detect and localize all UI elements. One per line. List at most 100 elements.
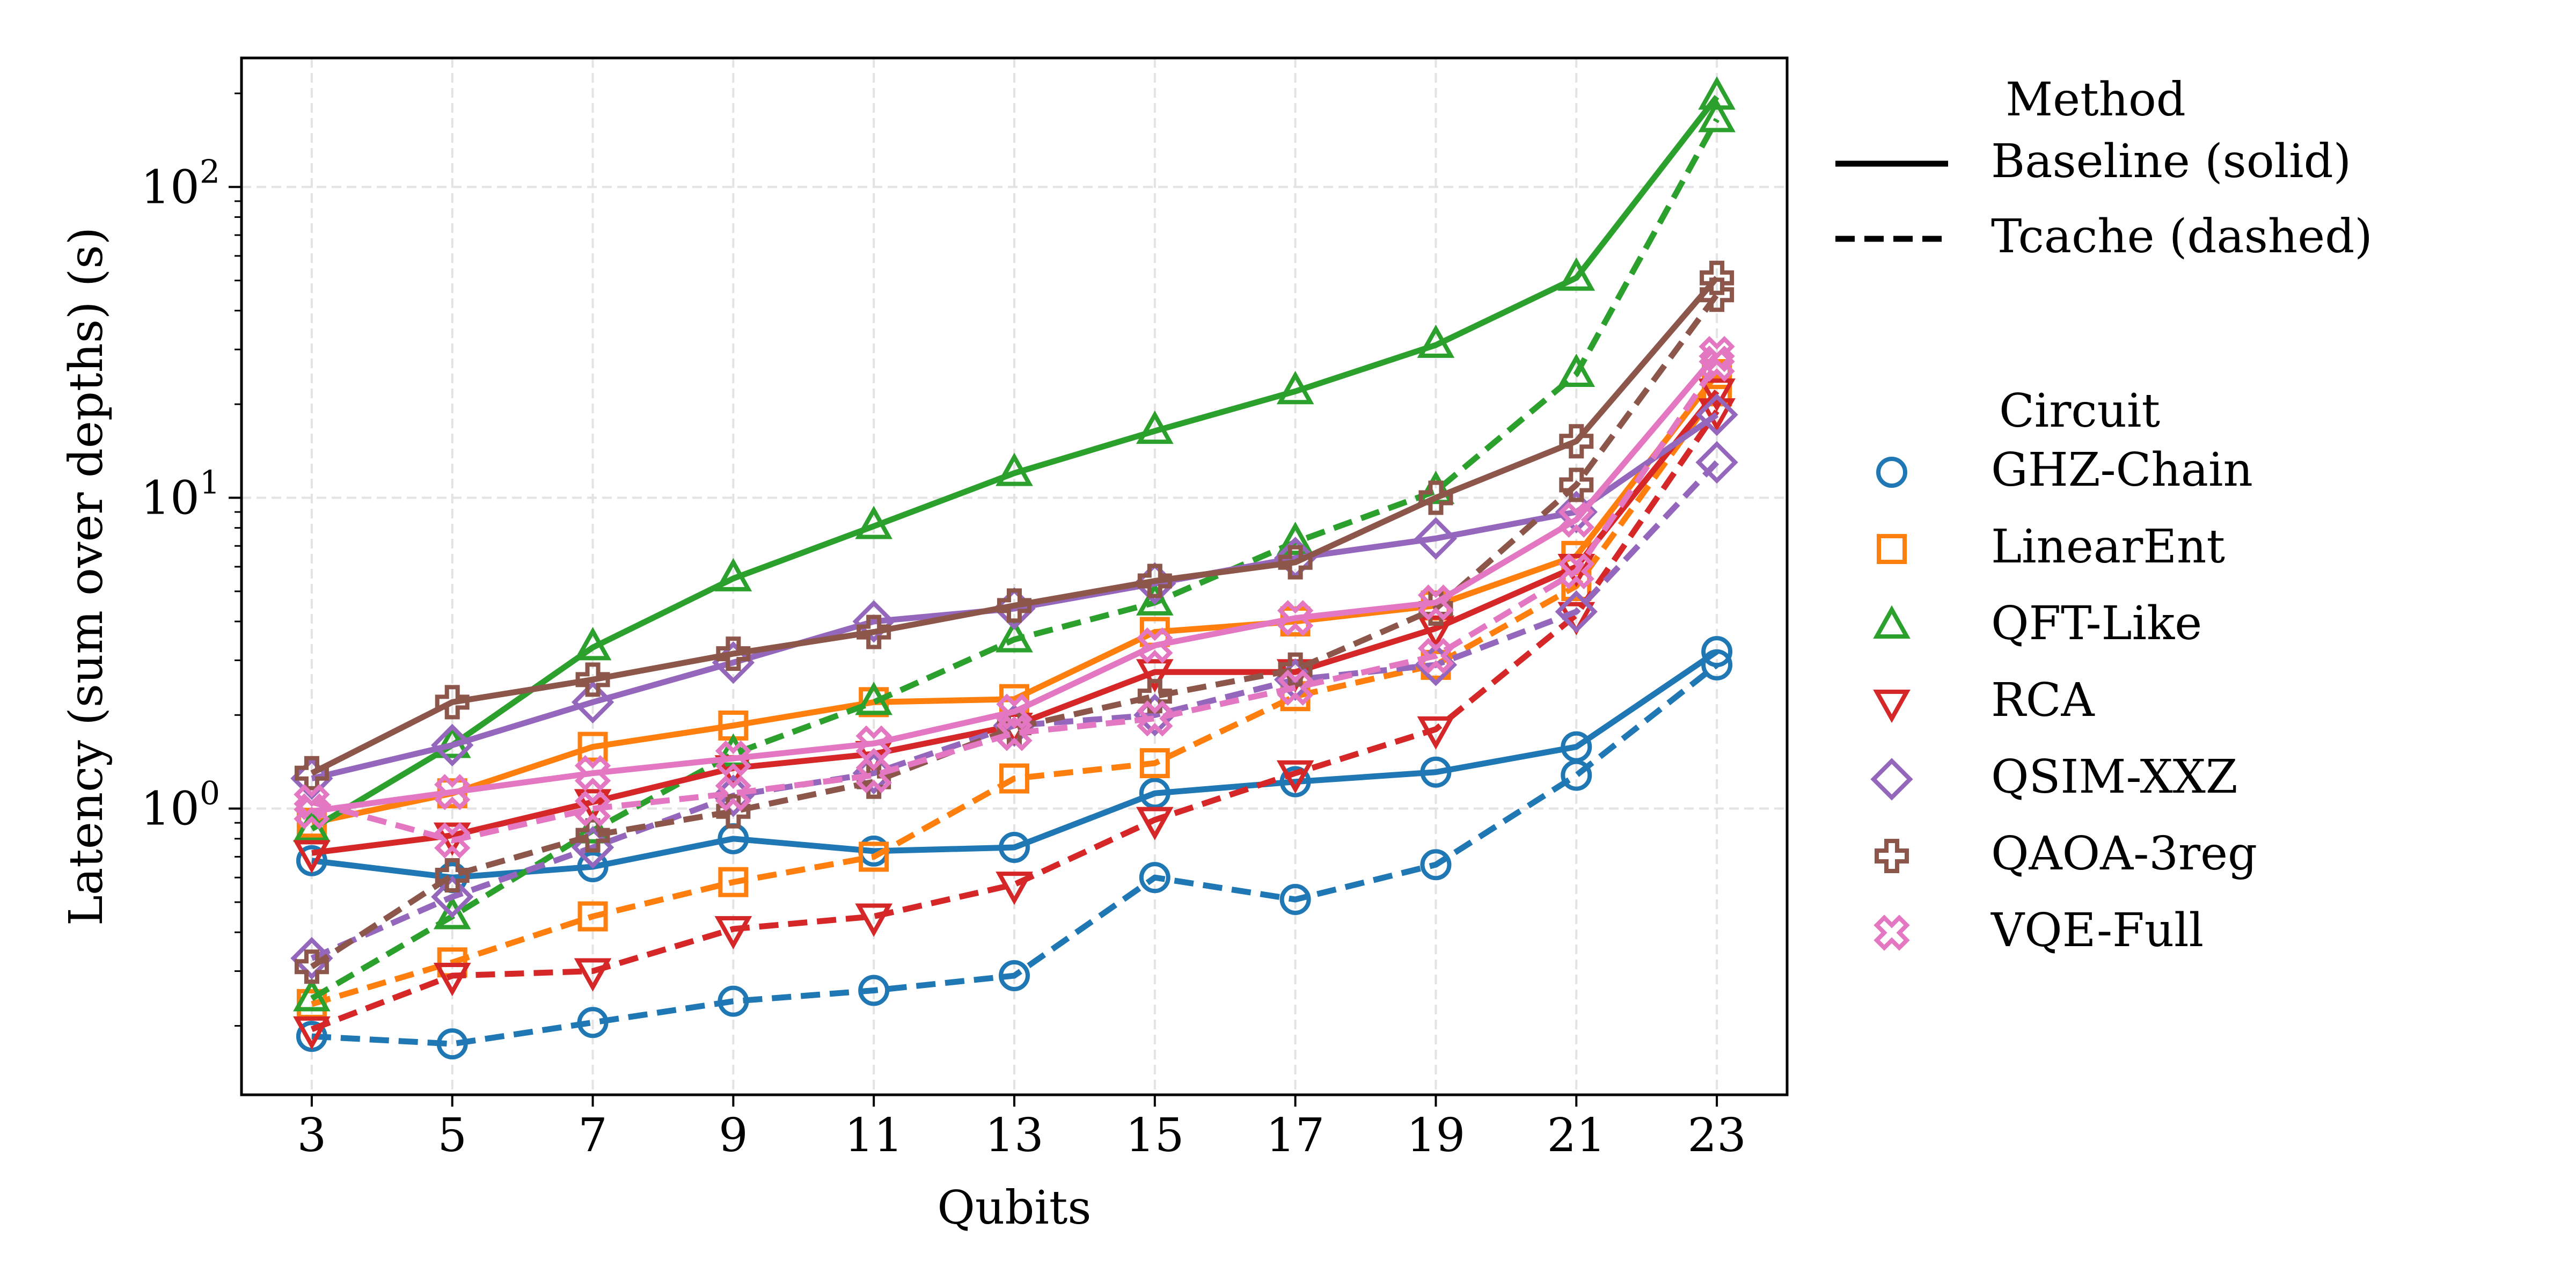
vqe-full-baseline-point xyxy=(996,693,1033,730)
rca-baseline-point xyxy=(1698,378,1736,412)
series-ghz-chain xyxy=(296,636,1733,1060)
rca-tcache-point xyxy=(996,872,1033,905)
rca-tcache-point xyxy=(1698,398,1736,432)
qaoa-3reg-baseline-point xyxy=(1278,545,1313,580)
vqe-full-baseline-point xyxy=(1558,501,1594,538)
linearent-tcache-point xyxy=(999,763,1029,794)
ghz-chain-tcache-point xyxy=(1139,862,1170,894)
vqe-full-baseline-point xyxy=(855,725,892,762)
legend-circuit-label: GHZ-Chain xyxy=(1991,443,2253,497)
rca-baseline-point xyxy=(1417,615,1455,649)
qft-like-baseline-point xyxy=(714,558,752,591)
vqe-full-tcache-point xyxy=(1699,346,1735,382)
vqe-full-tcache-point xyxy=(574,791,611,827)
rca-baseline-point xyxy=(574,789,612,823)
legend-methods: Baseline (solid) Tcache (dashed) xyxy=(1835,135,2373,264)
vqe-full-tcache-point xyxy=(715,775,752,811)
qsim-xxz-baseline-line xyxy=(311,412,1719,781)
vqe-full-baseline-point xyxy=(1277,600,1314,636)
rca-tcache-point xyxy=(855,903,893,937)
legend-circuit-label: QAOA-3reg xyxy=(1991,827,2257,881)
qft-like-tcache-point xyxy=(996,619,1033,653)
vqe-full-tcache-point xyxy=(294,784,330,821)
qaoa-3reg-baseline-point xyxy=(1700,260,1735,295)
ghz-chain-tcache-point xyxy=(1420,849,1452,881)
rca-tcache-point xyxy=(574,958,612,992)
legend-method-label: Baseline (solid) xyxy=(1991,135,2351,188)
y-axis-ticks: 100 101 102 xyxy=(141,92,241,1027)
ghz-chain-tcache-point xyxy=(296,1021,327,1052)
qaoa-3reg-baseline-point xyxy=(435,685,470,720)
ghz-chain-tcache-point xyxy=(1701,649,1733,680)
qaoa-3reg-tcache-point xyxy=(1559,467,1594,502)
ghz-chain-baseline-line xyxy=(311,649,1719,881)
qft-like-tcache-point xyxy=(293,978,331,1012)
legend-circuit-label: RCA xyxy=(1991,674,2095,727)
ghz-chain-tcache-point xyxy=(577,1007,609,1038)
qsim-xxz-tcache-point xyxy=(290,936,333,980)
qaoa-3reg-baseline-point xyxy=(1137,564,1172,598)
qft-like-baseline-point xyxy=(1417,324,1455,358)
rca-tcache-point xyxy=(1136,807,1174,840)
rca-tcache-point xyxy=(293,1016,331,1050)
vqe-full-tcache-point xyxy=(855,757,892,794)
qaoa-3reg-baseline-line xyxy=(310,276,1719,776)
qaoa-3reg-tcache-point xyxy=(1278,652,1313,687)
y-tick-label: 102 xyxy=(141,153,220,214)
ghz-chain-baseline-point xyxy=(296,845,327,876)
legend-marker-qaoa-3reg xyxy=(1875,839,1909,873)
qaoa-3reg-tcache-point xyxy=(294,949,329,984)
qaoa-3reg-baseline-point xyxy=(716,636,751,671)
x-tick-label: 13 xyxy=(985,1109,1043,1162)
ghz-chain-tcache-point xyxy=(999,960,1030,992)
qft-like-tcache-point xyxy=(1276,521,1314,555)
rca-tcache-point xyxy=(714,916,752,950)
legend-marker-qsim-xxz xyxy=(1870,758,1913,801)
ghz-chain-baseline-point xyxy=(1139,778,1170,809)
qaoa-3reg-baseline-point xyxy=(1418,480,1453,515)
x-tick-label: 9 xyxy=(719,1109,748,1162)
qsim-xxz-baseline-point xyxy=(852,600,895,643)
ghz-chain-baseline-point xyxy=(999,832,1030,863)
qft-like-tcache-point xyxy=(855,682,893,715)
linearent-tcache-point xyxy=(859,841,889,872)
legend: Method Baseline (solid) Tcache (dashed) C… xyxy=(1835,73,2373,957)
x-tick-label: 5 xyxy=(437,1109,467,1162)
legend-method-title: Method xyxy=(2006,73,2186,127)
qaoa-3reg-tcache-point xyxy=(575,818,610,853)
qaoa-3reg-tcache-point xyxy=(435,858,470,893)
grid-lines xyxy=(241,58,1787,1095)
qft-like-tcache-point xyxy=(1698,99,1736,133)
x-tick-label: 11 xyxy=(844,1109,903,1162)
qaoa-3reg-baseline-point xyxy=(997,588,1031,623)
x-tick-label: 23 xyxy=(1687,1109,1746,1162)
y-axis-label: Latency (sum over depths) (s) xyxy=(60,227,113,926)
series-qft-like xyxy=(293,76,1736,1012)
legend-circuit-label: QSIM-XXZ xyxy=(1991,750,2238,804)
ghz-chain-baseline-point xyxy=(577,851,609,883)
vqe-full-baseline-point xyxy=(1137,627,1173,664)
qft-like-baseline-point xyxy=(855,506,893,539)
vqe-full-tcache-point xyxy=(1277,669,1314,706)
ghz-chain-baseline-point xyxy=(1420,756,1452,788)
rca-baseline-point xyxy=(1136,659,1174,693)
rca-tcache-point xyxy=(1417,716,1455,750)
linearent-baseline-line xyxy=(311,372,1719,826)
qft-like-tcache-point xyxy=(1557,353,1596,387)
series-layer xyxy=(290,76,1738,1060)
vqe-full-baseline-point xyxy=(1699,336,1735,372)
qft-like-baseline-point xyxy=(574,627,612,661)
x-tick-label: 17 xyxy=(1266,1109,1324,1162)
vqe-full-baseline-point xyxy=(294,793,330,830)
qft-like-baseline-point xyxy=(1136,410,1174,444)
rca-baseline-point xyxy=(293,840,331,874)
legend-circuit-title: Circuit xyxy=(1999,384,2160,438)
legend-marker-vqe-full xyxy=(1874,914,1910,951)
vqe-full-baseline-point xyxy=(434,774,471,810)
qsim-xxz-baseline-point xyxy=(571,680,614,724)
qft-like-tcache-point xyxy=(433,896,471,930)
rca-tcache-point xyxy=(1276,760,1314,794)
qft-like-baseline-line xyxy=(310,94,1719,832)
rca-tcache-line xyxy=(310,409,1719,1033)
